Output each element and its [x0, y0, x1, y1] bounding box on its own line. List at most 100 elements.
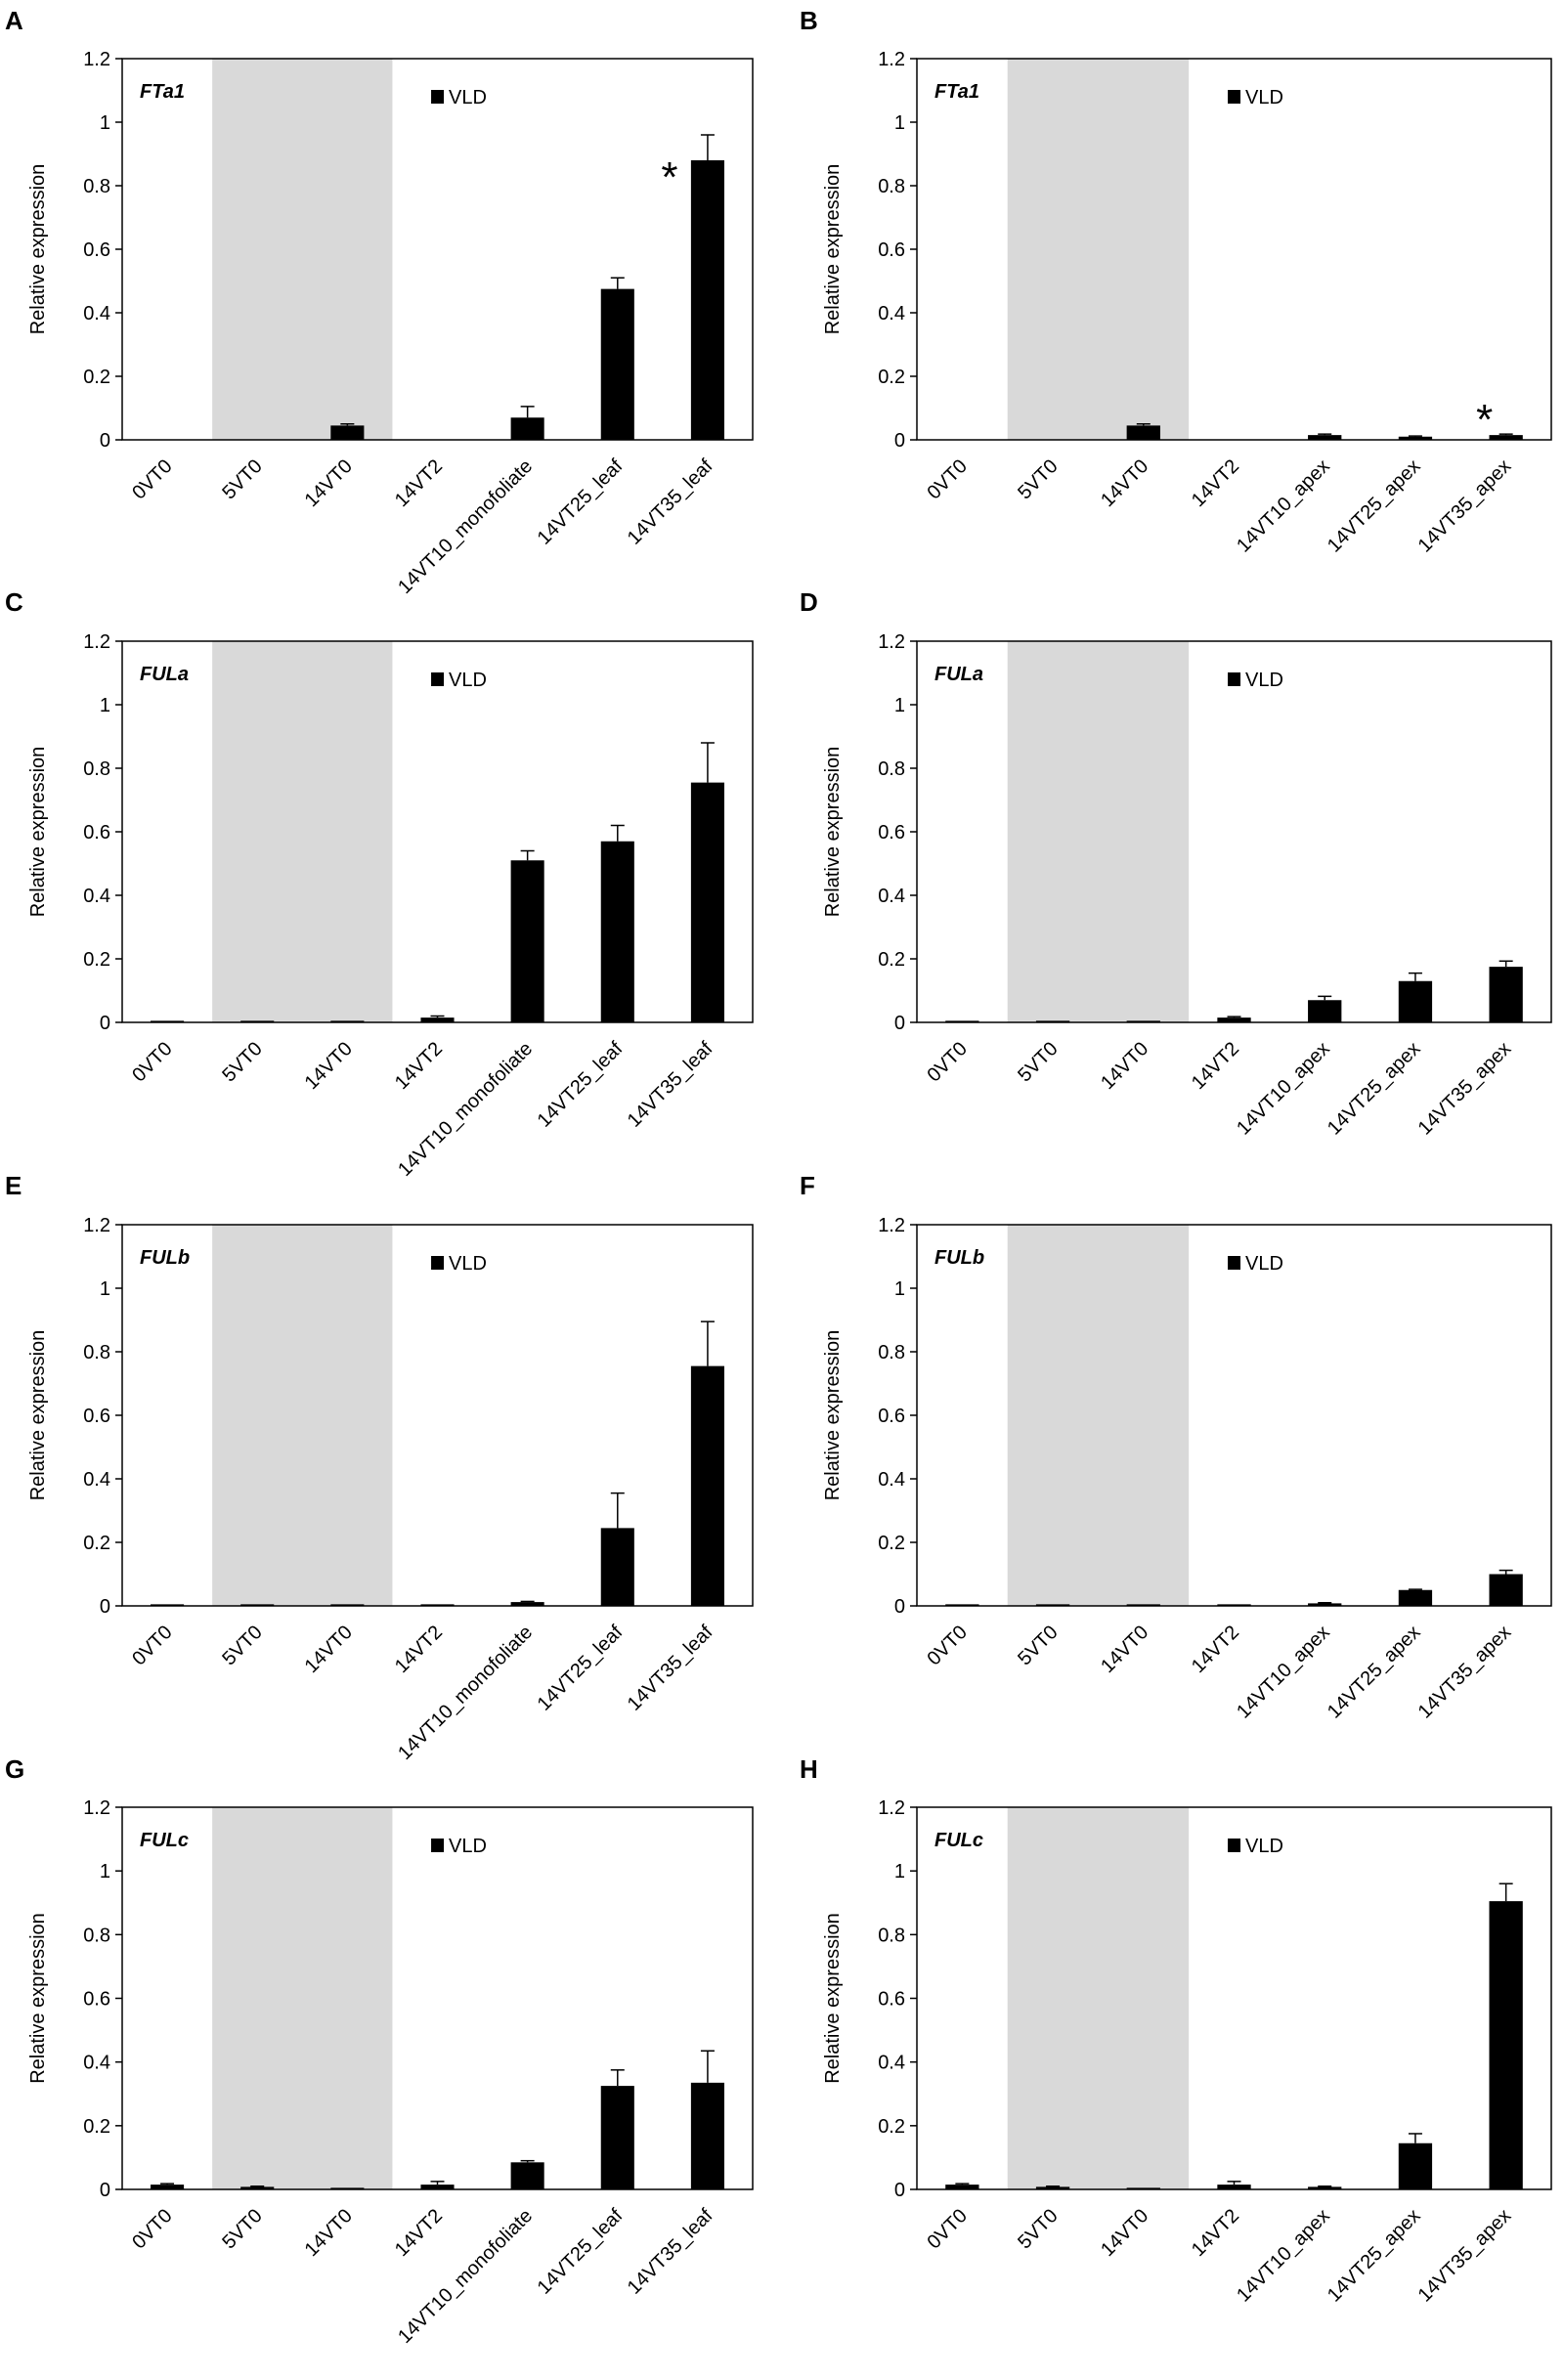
- panel-g-xtick-label: 14VT2: [391, 2205, 447, 2261]
- panel-g: G 0 0.2 0.4 0.6 0.8 1 1.2 Relative expression FUL…: [5, 1754, 754, 2348]
- panel-d-letter: D: [800, 587, 818, 617]
- panel-g-bar: [330, 2187, 365, 2189]
- panel-h-xtick-label: 14VT10_apex: [1233, 2205, 1334, 2307]
- panel-h-legend-label: VLD: [1245, 1836, 1283, 1857]
- panel-h-ytick-label: 1: [894, 1861, 905, 1882]
- panel-c-bar: [600, 841, 634, 1022]
- panel-a-ytick-label: 0.2: [83, 367, 110, 388]
- panel-f-gene-label: FULb: [934, 1247, 984, 1269]
- panel-a-shaded-region: [212, 59, 393, 440]
- panel-b-ytick-label: 0: [894, 430, 905, 452]
- panel-b-xtick-label: 14VT10_apex: [1233, 455, 1334, 557]
- panel-d-ytick-label: 0.4: [878, 886, 905, 907]
- panel-e-xtick-label: 0VT0: [128, 1622, 176, 1669]
- panel-b-xtick-label: 5VT0: [1014, 455, 1062, 503]
- panel-h-xtick-label: 5VT0: [1014, 2205, 1062, 2253]
- panel-e-xtick-label: 14VT2: [391, 1622, 447, 1677]
- panel-a-xtick-label: 0VT0: [128, 455, 176, 503]
- panel-e-bar: [690, 1365, 724, 1606]
- panel-c-ytick-label: 1.2: [83, 631, 110, 653]
- panel-b-bar: [1308, 435, 1342, 440]
- panel-a-xtick-label: 5VT0: [218, 455, 266, 503]
- panel-c-ylabel: Relative expression: [27, 747, 49, 918]
- panel-a-bar: [330, 425, 365, 440]
- panel-c: C 0 0.2 0.4 0.6 0.8 1 1.2 Relative expression FUL…: [5, 587, 754, 1181]
- panel-a-xtick-label: 14VT2: [391, 455, 447, 511]
- panel-h-letter: H: [800, 1754, 818, 1784]
- panel-a-ytick-label: 0.4: [83, 303, 110, 325]
- panel-c-bar: [151, 1020, 185, 1022]
- panel-e-shaded-region: [212, 1225, 393, 1606]
- panel-b-ytick-label: 0.2: [878, 367, 905, 388]
- panel-g-bar: [600, 2086, 634, 2189]
- panel-a-legend-swatch: [431, 90, 445, 104]
- panel-e-gene-label: FULb: [140, 1247, 190, 1269]
- panel-f-legend-swatch: [1228, 1256, 1241, 1270]
- panel-c-ytick-label: 1: [100, 695, 110, 716]
- panel-c-xtick-label: 14VT35_leaf: [624, 1038, 717, 1132]
- panel-h-bar: [1398, 2142, 1433, 2189]
- panel-e-legend-label: VLD: [449, 1253, 487, 1275]
- panel-g-ytick-label: 0.8: [83, 1925, 110, 1946]
- panel-d-bar: [1126, 1020, 1160, 1022]
- panel-f-legend-label: VLD: [1245, 1253, 1283, 1275]
- panel-d-ytick-label: 1.2: [878, 631, 905, 653]
- panel-f-ytick-label: 0.6: [878, 1406, 905, 1427]
- panel-h-bar: [1308, 2186, 1342, 2189]
- panel-c-xtick-label: 5VT0: [218, 1038, 266, 1086]
- panel-a: A 0 0.2 0.4 0.6 0.8 1 1.2 Relative expression FTa…: [5, 6, 754, 598]
- panel-b-bar: [1489, 435, 1523, 440]
- panel-g-ytick-label: 0.2: [83, 2116, 110, 2138]
- panel-f-bar: [1217, 1604, 1251, 1606]
- panel-e-ytick-label: 0.8: [83, 1342, 110, 1363]
- panel-e-bar: [510, 1602, 544, 1606]
- panel-a-ytick-label: 0: [100, 430, 110, 452]
- panel-f-bar: [1398, 1589, 1433, 1606]
- panel-a-ytick-label: 1: [100, 112, 110, 134]
- panel-d-bar: [1398, 980, 1433, 1022]
- panel-f-xtick-label: 14VT10_apex: [1233, 1622, 1334, 1723]
- panel-f-letter: F: [800, 1171, 815, 1200]
- panel-f-ytick-label: 1.2: [878, 1215, 905, 1236]
- panel-g-ytick-label: 0.6: [83, 1989, 110, 2011]
- panel-d-ytick-label: 0.2: [878, 949, 905, 971]
- panel-g-ylabel: Relative expression: [27, 1913, 49, 2084]
- panel-f-xtick-label: 14VT35_apex: [1414, 1622, 1516, 1723]
- panel-h-ytick-label: 0.8: [878, 1925, 905, 1946]
- panel-d-gene-label: FULa: [934, 664, 983, 685]
- panel-g-xtick-label: 14VT0: [301, 2205, 357, 2261]
- panel-e-bar: [330, 1604, 365, 1606]
- panel-b-ylabel: Relative expression: [822, 164, 844, 335]
- panel-b-ytick-label: 1: [894, 112, 905, 134]
- panel-h-bar: [1126, 2187, 1160, 2189]
- panel-f-xtick-label: 14VT25_apex: [1324, 1622, 1425, 1723]
- panel-h: H 0 0.2 0.4 0.6 0.8 1 1.2 Relative expression FUL…: [800, 1754, 1552, 2307]
- panel-d-xtick-label: 14VT2: [1188, 1038, 1243, 1094]
- panel-e-bar: [151, 1604, 185, 1606]
- panel-a-gene-label: FTa1: [140, 81, 185, 103]
- panel-h-ytick-label: 1.2: [878, 1797, 905, 1819]
- panel-a-bar: [690, 160, 724, 440]
- panel-f-bar: [1489, 1574, 1523, 1606]
- panel-e-ytick-label: 0: [100, 1596, 110, 1618]
- panel-h-ytick-label: 0: [894, 2180, 905, 2201]
- panel-f-xtick-label: 0VT0: [924, 1622, 972, 1669]
- panel-b-xtick-label: 14VT35_apex: [1414, 455, 1516, 557]
- panel-e-xtick-label: 14VT25_leaf: [534, 1622, 628, 1715]
- panel-e-ytick-label: 0.4: [83, 1469, 110, 1491]
- panel-f-ytick-label: 0.8: [878, 1342, 905, 1363]
- panel-f-xtick-label: 5VT0: [1014, 1622, 1062, 1669]
- panel-g-bar: [240, 2186, 275, 2189]
- panel-h-xtick-label: 14VT2: [1188, 2205, 1243, 2261]
- panel-b-xtick-label: 14VT0: [1097, 455, 1152, 511]
- panel-d-bar: [945, 1020, 979, 1022]
- panel-e-bar: [600, 1528, 634, 1606]
- panel-d-bar: [1489, 967, 1523, 1022]
- panel-d-ylabel: Relative expression: [822, 747, 844, 918]
- panel-h-xtick-label: 14VT0: [1097, 2205, 1152, 2261]
- panel-d-ytick-label: 0.8: [878, 758, 905, 780]
- panel-b-bar: [1398, 436, 1433, 440]
- panel-d-ytick-label: 0.6: [878, 822, 905, 844]
- panel-d-legend-swatch: [1228, 672, 1241, 686]
- panel-d-shaded-region: [1007, 641, 1190, 1022]
